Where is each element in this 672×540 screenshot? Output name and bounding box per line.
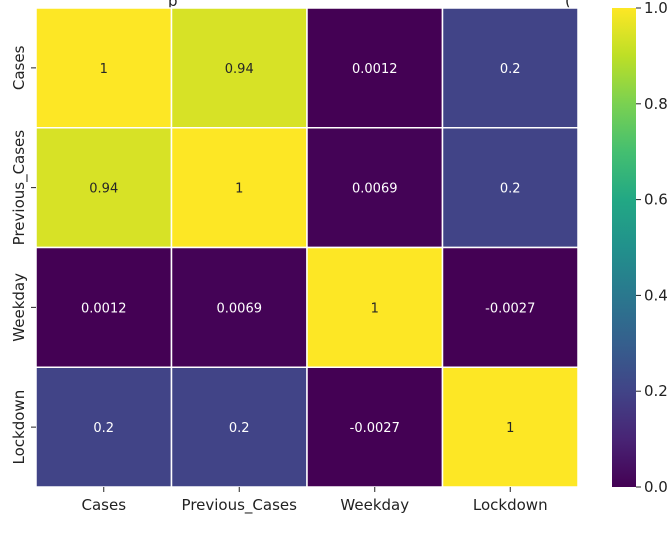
y-tick-label: Previous_Cases — [10, 130, 29, 246]
heatmap-cell — [35, 7, 173, 129]
cell-value-label: 0.2 — [500, 62, 521, 77]
cell-value-label: 0.2 — [500, 182, 521, 197]
colorbar: 0.0 0.2 0.4 0.6 0.8 1.0 — [612, 0, 668, 496]
colorbar-tick-label: 1.0 — [644, 0, 668, 17]
cell-value-label: 0.94 — [225, 62, 254, 77]
heatmap-cell — [170, 7, 308, 129]
cell-value-label: 0.2 — [93, 421, 114, 436]
heatmap-cell-labels: 1 0.94 0.0012 0.2 0.94 1 0.0069 0.2 0.0012 0.0069… — [81, 62, 535, 436]
heatmap-cell — [441, 246, 579, 368]
heatmap-cell — [441, 366, 579, 488]
colorbar-tick-label: 0.0 — [644, 478, 668, 496]
cell-value-label: 0.0069 — [352, 182, 398, 197]
heatmap-cell — [170, 366, 308, 488]
cell-value-label: 0.0012 — [352, 62, 398, 77]
chart-title-fragment: p — [168, 0, 178, 10]
x-tick-label: Cases — [81, 496, 126, 514]
heatmap-cell — [35, 127, 173, 249]
cell-value-label: 1 — [235, 182, 243, 197]
y-axis-ticks: Cases Previous_Cases Weekday Lockdown — [10, 45, 36, 464]
heatmap-cell — [306, 366, 444, 488]
chart-title-fragment-right: ( — [565, 0, 571, 10]
cell-value-label: -0.0027 — [485, 301, 535, 316]
y-tick-label: Lockdown — [10, 390, 28, 465]
heatmap-cell — [441, 7, 579, 129]
cell-value-label: 0.0012 — [81, 301, 127, 316]
colorbar-tick-label: 0.4 — [644, 286, 668, 304]
cell-value-label: 1 — [100, 62, 108, 77]
colorbar-gradient — [612, 8, 636, 487]
cell-value-label: -0.0027 — [350, 421, 400, 436]
heatmap-cells — [35, 7, 579, 488]
y-tick-label: Cases — [10, 45, 28, 90]
heatmap-cell — [306, 246, 444, 368]
x-tick-label: Previous_Cases — [182, 496, 298, 515]
cell-value-label: 0.2 — [229, 421, 250, 436]
heatmap-cell — [441, 127, 579, 249]
cell-value-label: 0.94 — [89, 182, 118, 197]
x-tick-label: Lockdown — [473, 496, 548, 514]
heatmap-cell — [306, 127, 444, 249]
heatmap-cell — [170, 246, 308, 368]
colorbar-tick-label: 0.6 — [644, 191, 668, 209]
cell-value-label: 1 — [506, 421, 514, 436]
colorbar-tick-label: 0.8 — [644, 95, 668, 113]
x-tick-label: Weekday — [340, 496, 409, 514]
cell-value-label: 0.0069 — [217, 301, 263, 316]
cell-value-label: 1 — [371, 301, 379, 316]
y-tick-label: Weekday — [10, 273, 28, 342]
heatmap-cell — [170, 127, 308, 249]
colorbar-tick-label: 0.2 — [644, 382, 668, 400]
x-axis-ticks: Cases Previous_Cases Weekday Lockdown — [81, 487, 548, 515]
